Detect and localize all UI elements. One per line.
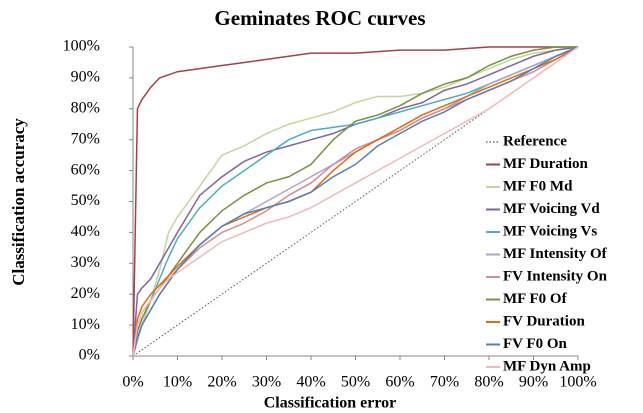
x-tick-label: 80%	[474, 374, 503, 391]
legend-label: MF Voicing Vd	[503, 201, 600, 217]
y-tick-label: 100%	[63, 38, 100, 55]
y-axis-title: Classification accuracy	[9, 118, 28, 286]
x-tick-label: 70%	[430, 374, 459, 391]
y-tick-label: 70%	[71, 130, 100, 147]
legend-label: MF Duration	[503, 156, 589, 172]
y-tick-label: 10%	[71, 316, 100, 333]
x-tick-label: 50%	[341, 374, 370, 391]
series-line	[132, 46, 579, 357]
x-tick-label: 60%	[385, 374, 414, 391]
legend-label: Reference	[503, 133, 567, 149]
legend-label: MF F0 Md	[503, 178, 573, 194]
y-tick-label: 0%	[79, 347, 100, 364]
y-tick-label: 50%	[71, 192, 100, 209]
x-tick-label: 90%	[519, 374, 548, 391]
legend-label: MF Dyn Amp	[503, 358, 591, 374]
chart-title: Geminates ROC curves	[214, 6, 425, 30]
y-tick-label: 80%	[71, 99, 100, 116]
x-tick-label: 10%	[163, 374, 192, 391]
series-line	[132, 46, 579, 357]
series-line	[132, 46, 579, 357]
y-tick-label: 30%	[71, 254, 100, 271]
y-tick-label: 60%	[71, 161, 100, 178]
x-tick-label: 40%	[296, 374, 325, 391]
series-line	[132, 46, 579, 357]
x-tick-label: 0%	[122, 374, 143, 391]
x-tick-label: 30%	[252, 374, 281, 391]
legend-label: MF Voicing Vs	[503, 223, 597, 239]
series-line	[132, 46, 578, 357]
x-tick-label: 20%	[207, 374, 236, 391]
legend-label: MF F0 Of	[503, 291, 568, 307]
legend-label: FV Duration	[503, 313, 585, 329]
legend-label: FV Intensity On	[503, 268, 608, 284]
legend-label: MF Intensity Of	[503, 246, 608, 262]
y-tick-label: 40%	[71, 223, 100, 240]
series-line	[132, 46, 579, 357]
y-tick-label: 90%	[71, 69, 100, 86]
x-axis-title: Classification error	[264, 395, 397, 412]
legend-label: FV F0 On	[503, 336, 568, 352]
y-tick-label: 20%	[71, 285, 100, 302]
x-tick-label: 100%	[559, 374, 596, 391]
